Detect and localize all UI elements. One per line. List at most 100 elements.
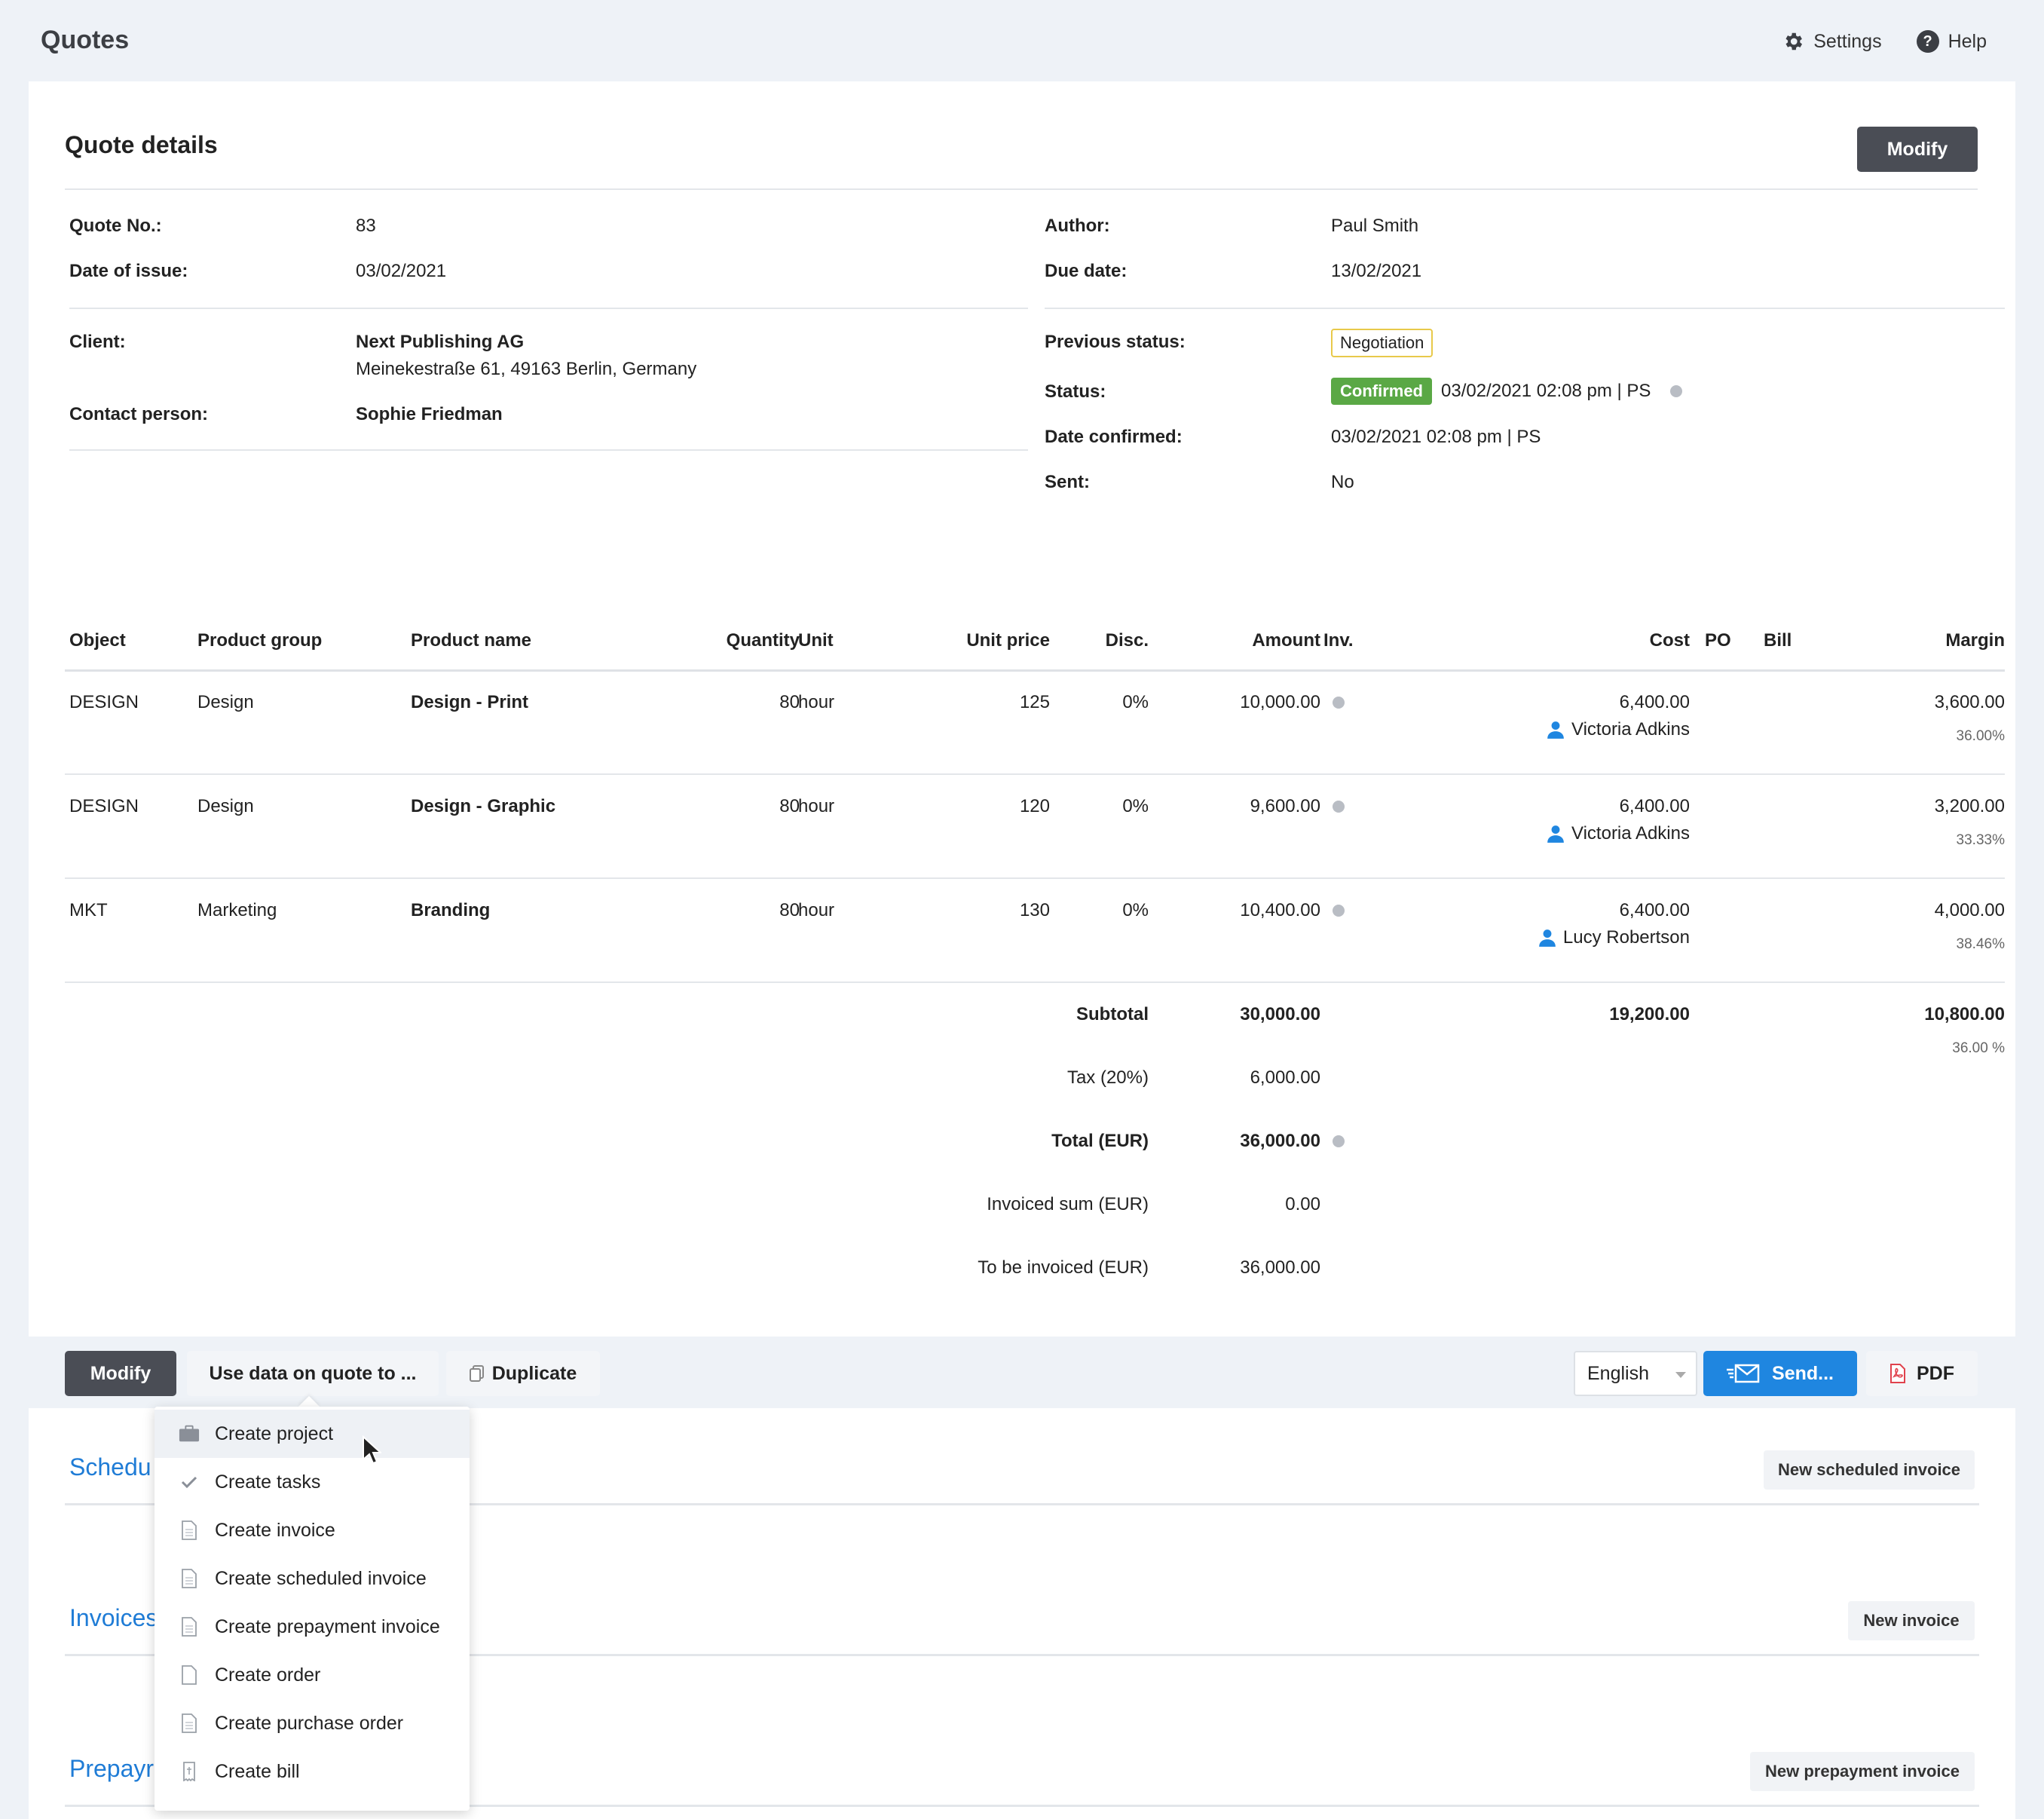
quote-details-card: Quote details Modify Quote No.: 83 Date … (29, 81, 2015, 1337)
contact-value: Sophie Friedman (356, 404, 503, 424)
row-group: Design (197, 796, 254, 816)
check-icon (179, 1471, 200, 1493)
language-select[interactable]: English (1574, 1351, 1697, 1396)
language-value: English (1587, 1362, 1649, 1384)
card-title: Quote details (65, 131, 218, 158)
menu-item-create-order[interactable]: Create order (155, 1651, 470, 1699)
row-product-name: Branding (411, 900, 491, 920)
row-product-name: Design - Graphic (411, 796, 556, 816)
row-disc: 0% (1122, 692, 1149, 712)
row-qty: 80 (779, 796, 800, 816)
col-amount: Amount (1252, 630, 1320, 651)
to-be-invoiced-label: To be invoiced (EUR) (978, 1257, 1149, 1278)
use-data-button[interactable]: Use data on quote to ... (187, 1351, 439, 1396)
settings-label: Settings (1813, 30, 1882, 52)
row-product-name: Design - Print (411, 692, 529, 712)
row-disc: 0% (1122, 900, 1149, 920)
status-dot-icon (1670, 385, 1683, 397)
row-amount: 10,000.00 (1240, 692, 1320, 712)
menu-item-create-purchase-order[interactable]: Create purchase order (155, 1699, 470, 1747)
person-icon (1539, 929, 1556, 947)
mouse-cursor-icon (363, 1435, 381, 1465)
document-icon (179, 1616, 200, 1637)
margin-total: 10,800.00 (1924, 1004, 2005, 1024)
menu-item-create-prepayment-invoice[interactable]: Create prepayment invoice (155, 1603, 470, 1651)
help-link[interactable]: ? Help (1916, 30, 1987, 53)
invoices-title[interactable]: Invoices (69, 1604, 158, 1631)
row-unit: hour (798, 692, 835, 712)
row-qty: 80 (779, 692, 800, 712)
divider (69, 308, 1028, 309)
menu-item-create-invoice[interactable]: Create invoice (155, 1506, 470, 1554)
send-button[interactable]: Send... (1703, 1351, 1857, 1396)
row-margin-pct: 36.00% (1956, 728, 2005, 744)
date-confirmed-label: Date confirmed: (1045, 427, 1183, 447)
pdf-button[interactable]: PDF (1866, 1351, 1978, 1396)
col-margin: Margin (1945, 630, 2005, 651)
author-value: Paul Smith (1331, 216, 1419, 236)
divider (65, 1503, 1979, 1505)
col-bill: Bill (1764, 630, 1792, 651)
pdf-icon (1890, 1364, 1905, 1383)
send-label: Send... (1772, 1362, 1834, 1384)
row-margin: 3,600.00 (1934, 692, 2005, 712)
client-label: Client: (69, 332, 126, 352)
prepayment-invoices-title[interactable]: Prepayr (69, 1755, 155, 1782)
date-issue-value: 03/02/2021 (356, 261, 447, 281)
new-invoice-button[interactable]: New invoice (1848, 1601, 1975, 1640)
row-person-name: Lucy Robertson (1562, 927, 1690, 948)
menu-item-create-project[interactable]: Create project (155, 1410, 470, 1458)
quote-no-value: 83 (356, 216, 376, 236)
contact-label: Contact person: (69, 404, 209, 424)
menu-item-create-tasks[interactable]: Create tasks (155, 1458, 470, 1506)
client-address: Meinekestraße 61, 49163 Berlin, Germany (356, 359, 697, 379)
row-price: 130 (1019, 900, 1050, 920)
quote-no-label: Quote No.: (69, 216, 162, 236)
sent-value: No (1331, 472, 1354, 492)
pdf-label: PDF (1917, 1362, 1954, 1384)
top-bar: Quotes Settings ? Help (0, 0, 2044, 81)
row-person: Victoria Adkins (1446, 719, 1690, 745)
row-amount: 10,400.00 (1240, 900, 1320, 920)
gear-icon (1785, 32, 1803, 51)
subtotal-value: 30,000.00 (1240, 1004, 1320, 1024)
col-cost: Cost (1649, 630, 1690, 651)
new-prepayment-invoice-button[interactable]: New prepayment invoice (1750, 1752, 1975, 1791)
row-divider (65, 877, 2005, 879)
modify-button-top[interactable]: Modify (1857, 127, 1978, 172)
inv-status-dot-icon (1333, 801, 1345, 813)
row-unit: hour (798, 796, 835, 816)
menu-item-create-scheduled-invoice[interactable]: Create scheduled invoice (155, 1554, 470, 1603)
tax-value: 6,000.00 (1250, 1067, 1320, 1088)
row-person: Victoria Adkins (1446, 823, 1690, 849)
document-icon (179, 1568, 200, 1589)
inv-status-dot-icon (1333, 697, 1345, 709)
col-object: Object (69, 630, 126, 651)
row-object: DESIGN (69, 692, 139, 712)
briefcase-icon (179, 1423, 200, 1444)
invoiced-value: 0.00 (1285, 1194, 1320, 1214)
row-object: DESIGN (69, 796, 139, 816)
row-qty: 80 (779, 900, 800, 920)
cost-total: 19,200.00 (1609, 1004, 1690, 1024)
table-header-divider (65, 669, 2005, 672)
divider (1045, 308, 2005, 309)
document-icon (179, 1713, 200, 1734)
scheduled-invoices-title[interactable]: Schedu (69, 1453, 151, 1481)
menu-item-label: Create project (215, 1422, 334, 1444)
new-scheduled-invoice-button[interactable]: New scheduled invoice (1764, 1450, 1975, 1490)
row-price: 120 (1019, 796, 1050, 816)
menu-item-label: Create tasks (215, 1471, 321, 1493)
modify-button[interactable]: Modify (65, 1351, 176, 1396)
row-price: 125 (1019, 692, 1050, 712)
copy-icon (469, 1365, 484, 1382)
row-margin: 4,000.00 (1934, 900, 2005, 920)
duplicate-button[interactable]: Duplicate (446, 1351, 600, 1396)
send-mail-icon (1727, 1364, 1760, 1383)
date-issue-label: Date of issue: (69, 261, 188, 281)
status-badge: Confirmed (1331, 378, 1432, 405)
row-amount: 9,600.00 (1250, 796, 1320, 816)
settings-link[interactable]: Settings (1782, 30, 1882, 53)
sent-label: Sent: (1045, 472, 1090, 492)
menu-item-create-bill[interactable]: Create bill (155, 1747, 470, 1796)
